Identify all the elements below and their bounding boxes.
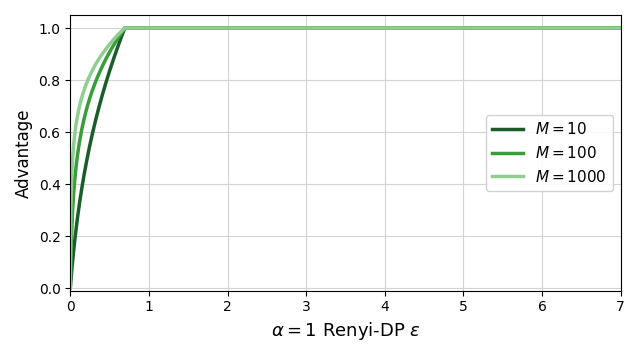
$M = 1000$ [309,26,317,30]
$M = 100$ [496,26,504,30]
Line: $M = 1000$: $M = 1000$ [70,28,621,288]
$M = 10$ [121,26,129,30]
Legend: $M = 10$, $M = 100$, $M = 1000$: $M = 10$, $M = 100$, $M = 1000$ [486,115,613,191]
Line: $M = 10$: $M = 10$ [70,28,621,288]
Line: $M = 100$: $M = 100$ [70,28,621,288]
$M = 10$ [506,26,514,30]
$M = 10$ [309,26,317,30]
$M = 100$ [67,286,74,290]
$M = 100$ [445,26,452,30]
$M = 100$ [309,26,317,30]
$M = 1000$ [506,26,514,30]
$M = 100$ [121,26,129,30]
$M = 1000$ [123,26,131,30]
$M = 1000$ [121,26,129,30]
$M = 10$ [445,26,452,30]
X-axis label: $\alpha = 1$ Renyi-DP $\varepsilon$: $\alpha = 1$ Renyi-DP $\varepsilon$ [271,320,420,342]
$M = 10$ [289,26,297,30]
$M = 1000$ [617,26,625,30]
$M = 10$ [123,26,131,30]
$M = 10$ [496,26,504,30]
$M = 1000$ [67,286,74,290]
$M = 1000$ [289,26,297,30]
$M = 100$ [617,26,625,30]
$M = 1000$ [445,26,452,30]
$M = 1000$ [496,26,504,30]
$M = 100$ [289,26,297,30]
$M = 10$ [67,286,74,290]
$M = 10$ [617,26,625,30]
Y-axis label: Advantage: Advantage [15,108,33,198]
$M = 100$ [123,26,131,30]
$M = 100$ [506,26,514,30]
